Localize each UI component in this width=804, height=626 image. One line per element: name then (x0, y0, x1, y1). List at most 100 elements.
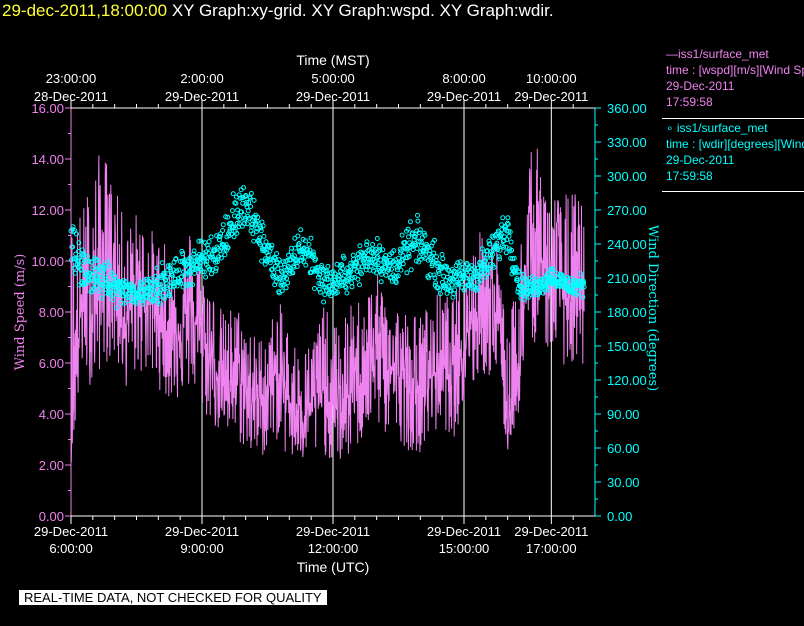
wdir-point (283, 285, 289, 291)
wdir-point (449, 282, 455, 288)
wdir-point (380, 247, 386, 253)
legend-wspd-source: —iss1/surface_met (666, 47, 769, 61)
wdir-point (433, 280, 439, 286)
wdir-point (570, 290, 576, 296)
wdir-point (190, 262, 196, 267)
wdir-point (350, 252, 356, 258)
bottom-axis-date-label: 29-Dec-2011 (34, 524, 108, 539)
wdir-point (237, 221, 242, 227)
wdir-point (131, 288, 137, 293)
wdir-point (217, 234, 223, 240)
left-axis-label: Wind Speed (m/s) (13, 254, 28, 371)
wdir-point (162, 296, 167, 301)
wdir-point (154, 265, 160, 271)
right-axis-tick-label: 60.00 (607, 441, 640, 456)
wdir-point (185, 283, 191, 289)
right-axis-tick-label: 150.00 (607, 339, 647, 354)
wdir-point (225, 245, 231, 251)
wdir-point (291, 253, 297, 259)
top-axis-time-label: 5:00:00 (311, 71, 354, 86)
wdir-point (313, 256, 319, 262)
wdir-point (74, 231, 79, 237)
bottom-axis-time-label: 17:00:00 (526, 541, 577, 556)
wdir-point (306, 241, 312, 247)
wdir-point (261, 233, 267, 239)
header-graph-list: XY Graph:xy-grid. XY Graph:wspd. XY Grap… (171, 1, 554, 20)
wdir-point (254, 229, 259, 234)
wdir-point (389, 266, 394, 272)
wdir-point (226, 231, 231, 237)
wdir-point (459, 264, 465, 270)
wdir-point (119, 287, 124, 293)
wdir-point (206, 239, 212, 245)
wdir-point (99, 295, 105, 301)
wdir-point (374, 236, 380, 241)
right-axis-tick-label: 0.00 (607, 509, 632, 524)
wdir-point (192, 270, 197, 276)
wdir-point (497, 256, 503, 262)
wdir-point (163, 280, 169, 286)
right-axis-tick-label: 270.00 (607, 203, 647, 218)
wdir-point (343, 285, 349, 291)
wdir-point (271, 270, 277, 276)
bottom-axis-date-label: 29-Dec-2011 (296, 524, 370, 539)
wdir-point (178, 280, 184, 286)
top-axis-time-label: 23:00:00 (46, 71, 97, 86)
wdir-point (169, 272, 175, 278)
wdir-point (317, 289, 323, 295)
wdir-point (406, 251, 412, 257)
wdir-point (342, 273, 347, 278)
wdir-point (355, 276, 361, 282)
wdir-point (324, 268, 330, 274)
wdir-point (199, 269, 205, 275)
wdir-point (431, 250, 437, 256)
wdir-point (180, 284, 186, 290)
top-axis-time-label: 2:00:00 (180, 71, 223, 86)
wdir-point (159, 260, 165, 266)
wdir-point (271, 274, 276, 280)
wdir-point (257, 241, 263, 247)
wdir-point (291, 264, 297, 270)
wdir-point (229, 208, 235, 214)
wdir-point (275, 266, 281, 272)
wdir-point (154, 276, 160, 282)
wdir-point (251, 197, 257, 203)
wdir-point (130, 283, 136, 289)
wdir-point (171, 267, 177, 273)
right-axis-label: Wind Direction (degrees) (645, 225, 660, 391)
wdir-point (125, 291, 131, 297)
wdir-point (286, 265, 292, 271)
wdir-point (73, 251, 79, 257)
wdir-point (310, 249, 316, 255)
wdir-point (167, 263, 173, 269)
wdir-point (247, 195, 253, 201)
wdir-point (166, 293, 172, 299)
wdir-point (329, 286, 335, 291)
wdir-point (260, 223, 266, 229)
wdir-point (220, 222, 226, 228)
wdir-point (205, 245, 211, 251)
wdir-point (436, 271, 442, 276)
legend-wspd[interactable]: —iss1/surface_met time : [wspd][m/s][Win… (662, 46, 804, 110)
wdir-point (191, 248, 197, 254)
wdir-point (298, 227, 304, 233)
wdir-point (212, 248, 218, 254)
wdir-point (448, 272, 454, 277)
legend-wdir[interactable]: ∘ iss1/surface_met time : [wdir][degrees… (662, 120, 804, 184)
wdir-point (457, 259, 463, 265)
wdir-point (552, 273, 558, 279)
left-axis-tick-label: 10.00 (31, 254, 64, 269)
wdir-point (118, 300, 124, 306)
wdir-point (116, 278, 122, 284)
wdir-point (262, 261, 268, 267)
right-axis-tick-label: 300.00 (607, 169, 647, 184)
top-axis-date-label: 29-Dec-2011 (427, 89, 501, 104)
wdir-point (349, 284, 355, 290)
wdir-point (505, 215, 511, 221)
wdir-point (514, 276, 520, 282)
wdir-point (407, 219, 413, 225)
wdir-point (513, 265, 519, 271)
wdir-point (525, 294, 531, 300)
top-axis-date-label: 29-Dec-2011 (165, 89, 239, 104)
wdir-point (416, 259, 422, 265)
